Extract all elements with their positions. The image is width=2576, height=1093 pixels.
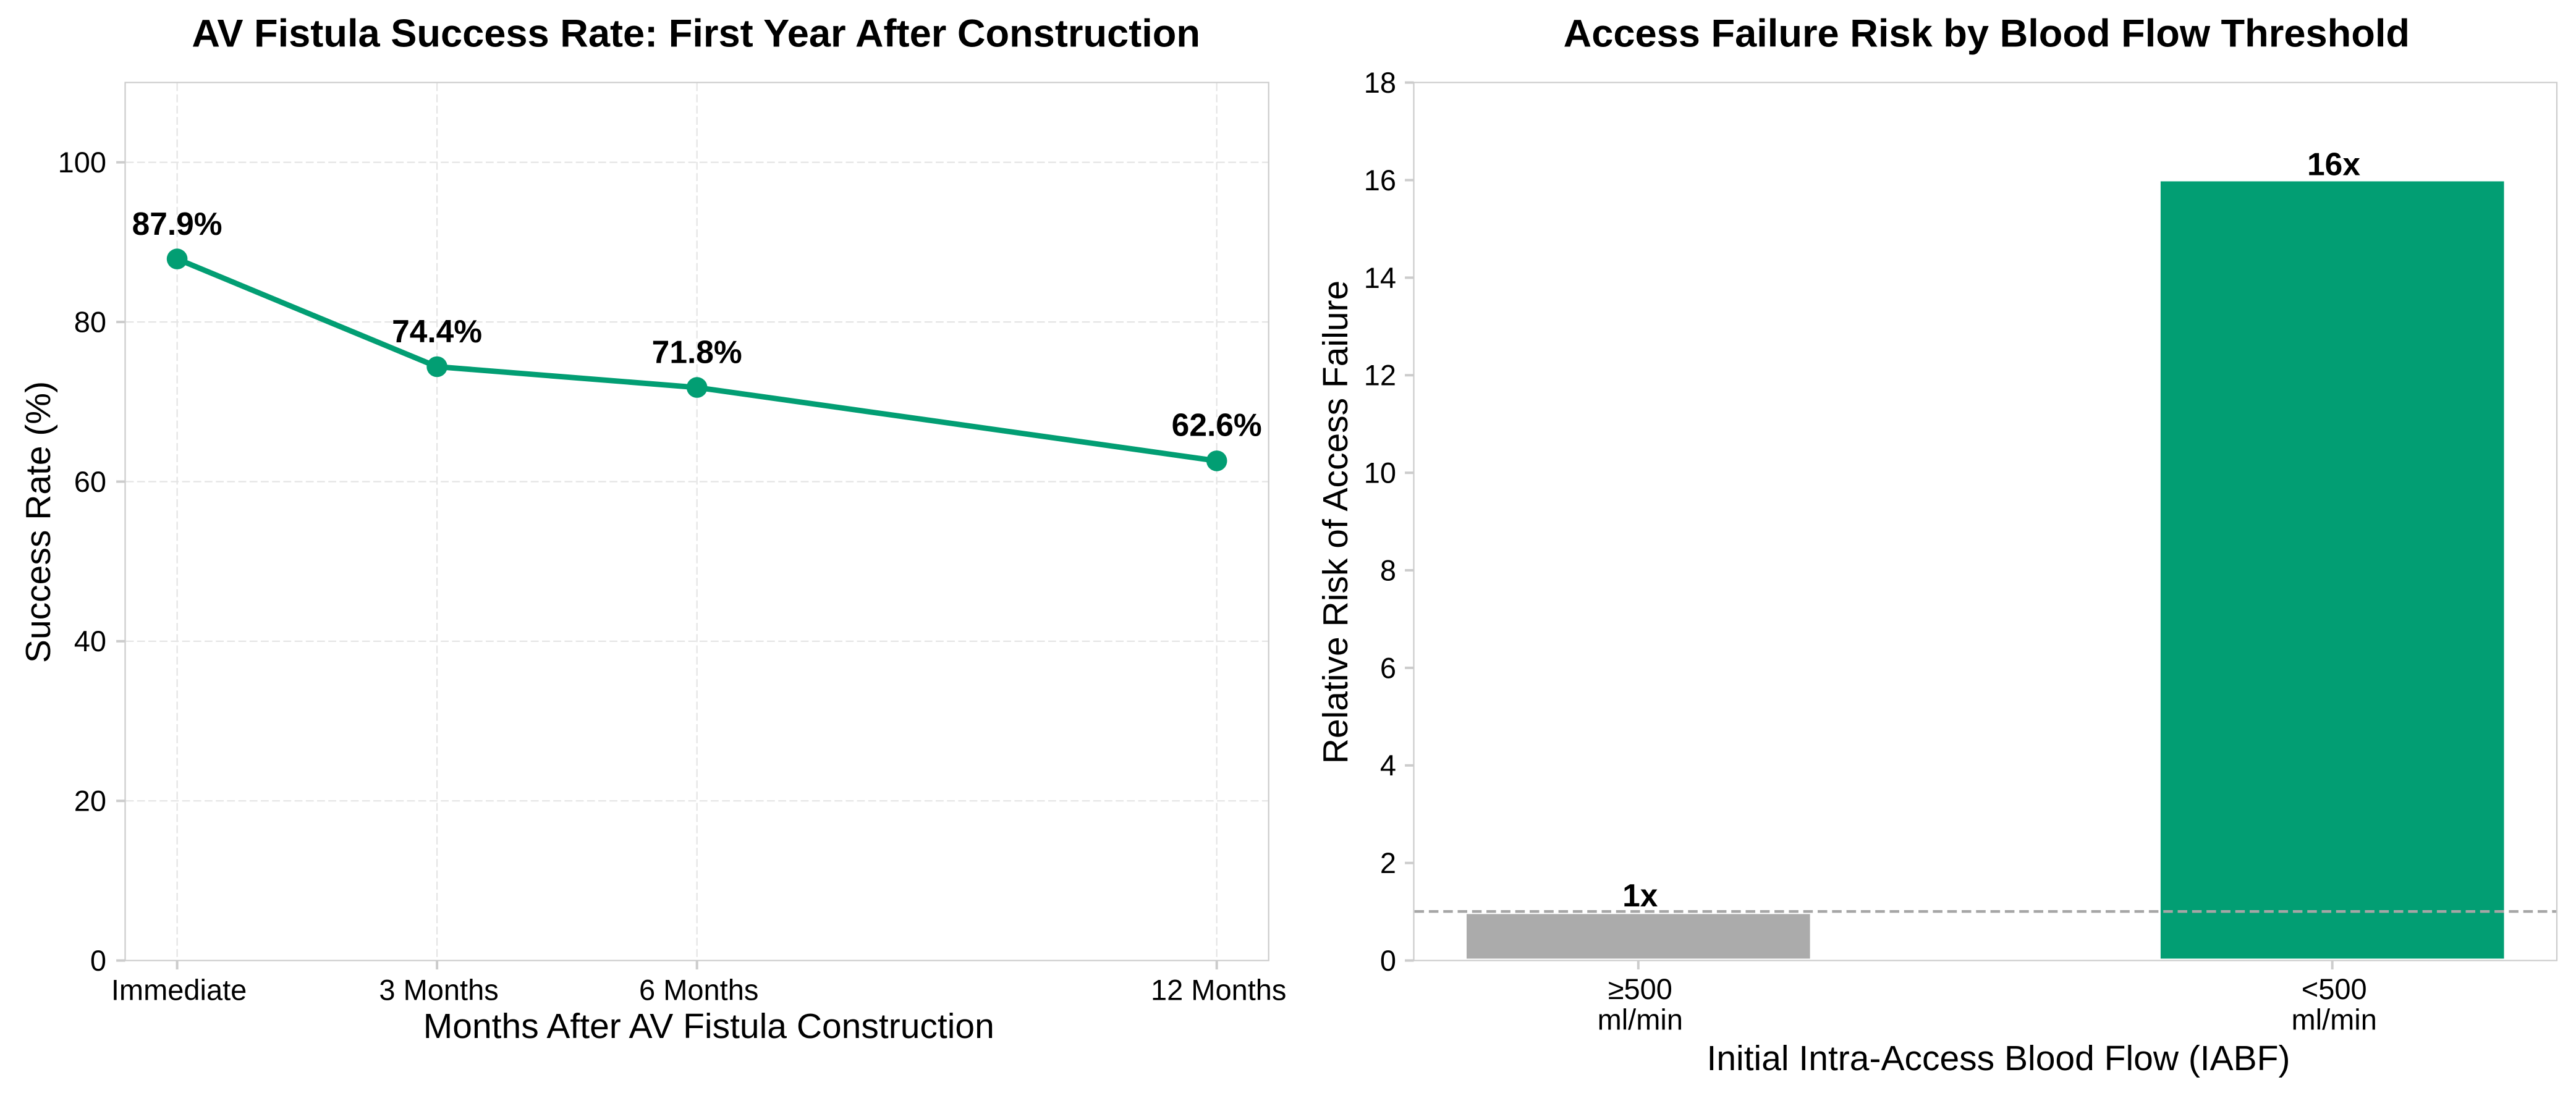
svg-text:71.8%: 71.8% <box>652 334 742 370</box>
svg-text:14: 14 <box>1364 261 1396 294</box>
svg-text:10: 10 <box>1364 457 1396 489</box>
svg-text:16: 16 <box>1364 164 1396 196</box>
svg-text:18: 18 <box>1364 66 1396 99</box>
svg-text:20: 20 <box>74 785 106 817</box>
svg-text:16x: 16x <box>2307 146 2360 182</box>
svg-text:≥500: ≥500 <box>1608 973 1672 1005</box>
svg-text:1x: 1x <box>1622 877 1658 913</box>
svg-text:6 Months: 6 Months <box>639 974 758 1006</box>
svg-text:AV Fistula Success Rate: First: AV Fistula Success Rate: First Year Afte… <box>192 12 1200 56</box>
svg-text:ml/min: ml/min <box>1598 1003 1683 1036</box>
svg-text:Months After AV Fistula Constr: Months After AV Fistula Construction <box>423 1006 994 1046</box>
svg-text:4: 4 <box>1380 749 1396 782</box>
svg-text:3 Months: 3 Months <box>379 974 498 1006</box>
svg-text:<500: <500 <box>2302 973 2367 1005</box>
svg-text:12: 12 <box>1364 359 1396 392</box>
svg-text:80: 80 <box>74 306 106 339</box>
svg-text:6: 6 <box>1380 651 1396 684</box>
svg-text:0: 0 <box>1380 944 1396 977</box>
svg-text:ml/min: ml/min <box>2292 1003 2377 1036</box>
svg-text:Success Rate (%): Success Rate (%) <box>19 381 58 663</box>
svg-text:Immediate: Immediate <box>111 974 247 1006</box>
svg-text:Access Failure Risk by Blood F: Access Failure Risk by Blood Flow Thresh… <box>1564 12 2410 56</box>
svg-text:40: 40 <box>74 625 106 657</box>
svg-text:Initial Intra-Access Blood Flo: Initial Intra-Access Blood Flow (IABF) <box>1707 1039 2290 1078</box>
svg-text:74.4%: 74.4% <box>392 313 482 349</box>
svg-text:0: 0 <box>90 944 106 977</box>
svg-text:87.9%: 87.9% <box>132 206 222 242</box>
svg-text:2: 2 <box>1380 846 1396 879</box>
svg-text:8: 8 <box>1380 554 1396 586</box>
svg-text:100: 100 <box>58 146 106 179</box>
svg-text:62.6%: 62.6% <box>1172 407 1262 443</box>
svg-text:60: 60 <box>74 465 106 498</box>
svg-text:Relative Risk of Access Failur: Relative Risk of Access Failure <box>1316 281 1355 764</box>
svg-text:12 Months: 12 Months <box>1151 974 1286 1006</box>
